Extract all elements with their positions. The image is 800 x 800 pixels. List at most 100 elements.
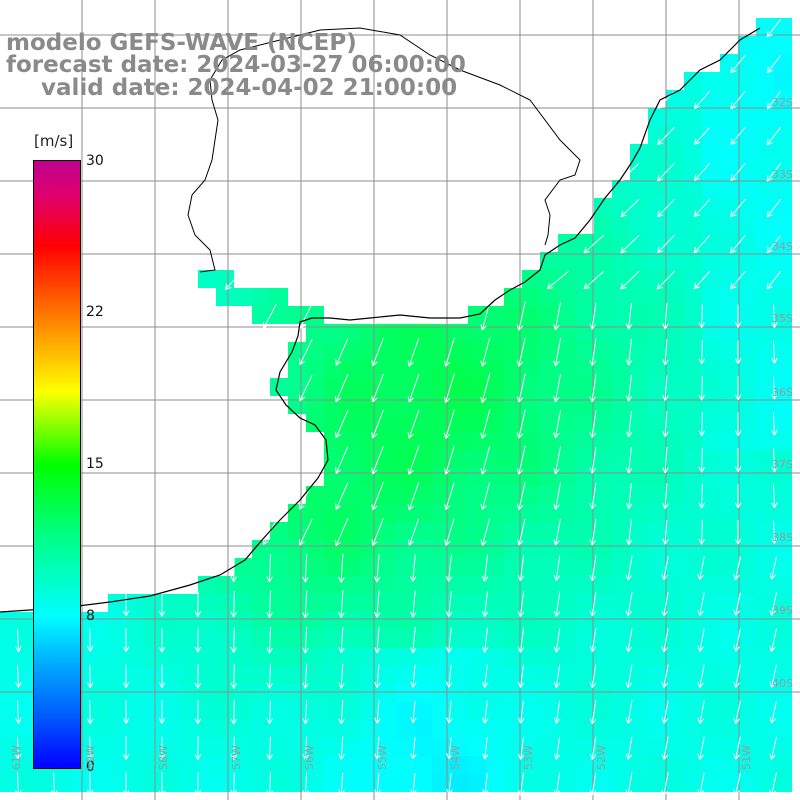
wind-speed-cell [108,666,126,684]
wind-arrow [517,736,525,760]
wind-speed-cell [630,648,648,666]
wind-speed-cell [234,720,252,738]
wind-arrow [445,627,453,653]
wind-speed-cell [342,612,360,630]
wind-speed-cell [252,738,270,756]
wind-arrow [730,163,746,182]
wind-speed-cell [738,252,756,270]
wind-speed-cell [90,738,108,756]
wind-speed-cell [414,396,432,414]
wind-speed-cell [612,648,630,666]
wind-speed-cell [396,396,414,414]
wind-speed-cell [270,720,288,738]
wind-speed-cell [522,288,540,306]
wind-speed-cell [396,522,414,540]
wind-speed-cell [324,720,342,738]
wind-speed-cell [504,738,522,756]
wind-speed-cell [486,576,504,594]
wind-arrow [733,592,741,616]
wind-arrow [266,590,273,618]
wind-speed-cell [594,378,612,396]
wind-speed-cell [0,702,18,720]
inland-boundary [187,27,581,273]
wind-speed-cell [198,630,216,648]
wind-speed-cell [198,774,216,792]
wind-speed-cell [756,162,774,180]
wind-arrow [730,198,746,218]
wind-speed-cell [342,738,360,756]
wind-speed-cell [18,774,36,792]
wind-arrow [770,520,778,544]
wind-speed-cell [684,288,702,306]
wind-speed-cell [486,432,504,450]
wind-speed-cell [198,738,216,756]
wind-speed-cell [216,648,234,666]
wind-arrow [158,664,166,689]
wind-speed-cell [648,630,666,648]
wind-arrow [734,412,742,436]
wind-speed-cell [468,522,486,540]
wind-speed-cell [666,558,684,576]
wind-speed-cell [738,432,756,450]
wind-speed-cell [720,594,738,612]
wind-arrow [302,553,309,583]
wind-arrow [770,447,778,473]
wind-speed-cell [18,756,36,774]
wind-speed-cell [594,342,612,360]
wind-speed-cell [666,108,684,126]
wind-arrow [769,664,777,688]
wind-speed-cell [540,288,558,306]
wind-arrow [86,700,94,725]
wind-speed-cell [648,216,666,234]
wind-speed-cell [414,756,432,774]
wind-speed-cell [720,576,738,594]
wind-arrow [698,375,706,401]
wind-speed-cell [774,144,792,162]
wind-speed-cell [540,720,558,738]
wind-speed-cell [612,576,630,594]
wind-speed-cell [594,432,612,450]
wind-speed-cell [306,738,324,756]
latitude-label: 39S [772,604,793,617]
wind-speed-cell [576,576,594,594]
wind-speed-cell [432,630,450,648]
wind-arrow [697,700,705,724]
wind-speed-cell [216,666,234,684]
wind-speed-cell [450,648,468,666]
wind-speed-cell [468,558,486,576]
wind-speed-cell [396,540,414,558]
wind-arrow [553,772,561,796]
wind-arrow [194,736,202,760]
wind-speed-cell [468,576,486,594]
wind-speed-cell [414,504,432,522]
wind-arrow [698,304,706,328]
wind-speed-cell [702,126,720,144]
wind-speed-cell [468,450,486,468]
wind-speed-cell [756,72,774,90]
wind-speed-cell [630,396,648,414]
wind-speed-cell [378,720,396,738]
wind-arrow [662,447,669,474]
wind-speed-cell [576,450,594,468]
wind-arrow [86,736,94,760]
wind-speed-cell [738,342,756,360]
wind-speed-cell [270,774,288,792]
latitude-label: 33S [772,168,793,181]
wind-speed-cell [468,774,486,792]
wind-speed-cell [414,720,432,738]
wind-speed-cell [162,774,180,792]
wind-speed-cell [522,558,540,576]
wind-speed-cell [540,342,558,360]
wind-arrow [693,199,711,218]
wind-speed-cell [720,774,738,792]
wind-speed-cell [108,738,126,756]
wind-speed-cell [684,756,702,774]
wind-speed-cell [450,378,468,396]
wind-speed-cell [702,252,720,270]
wind-speed-cell [702,288,720,306]
wind-speed-cell [720,90,738,108]
wind-speed-cell [540,486,558,504]
wind-speed-cell [720,540,738,558]
wind-arrow [553,555,561,581]
wind-speed-cell [504,450,522,468]
